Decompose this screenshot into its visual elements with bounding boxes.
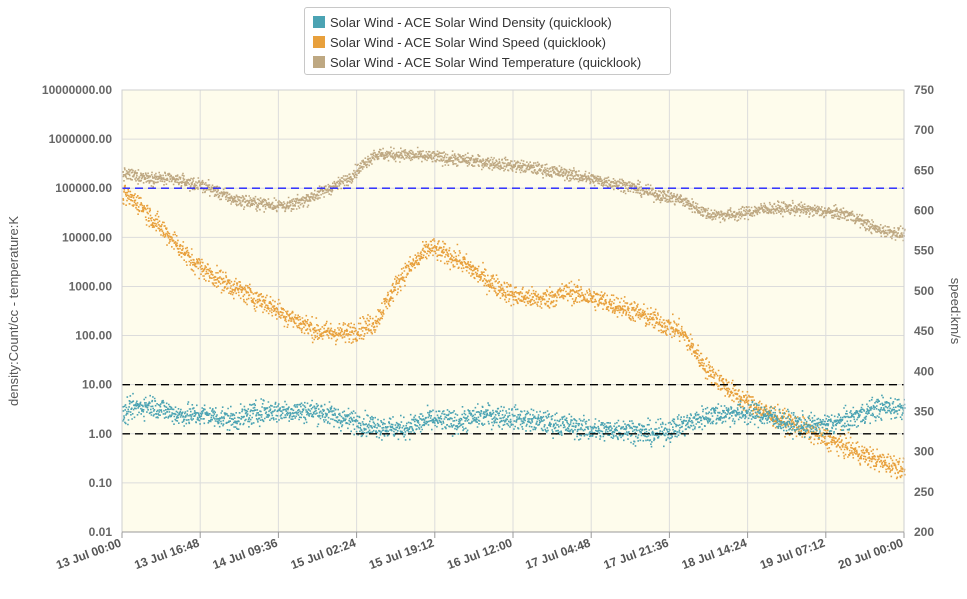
y-left-tick-label: 10000.00 bbox=[62, 230, 112, 244]
y-right-tick-label: 650 bbox=[914, 163, 934, 177]
chart-legend: Solar Wind - ACE Solar Wind Density (qui… bbox=[304, 7, 671, 75]
legend-swatch-speed bbox=[313, 36, 325, 48]
x-tick-label: 15 Jul 02:24 bbox=[289, 536, 358, 573]
y-right-tick-label: 750 bbox=[914, 83, 934, 97]
x-tick-label: 13 Jul 16:48 bbox=[132, 536, 201, 573]
y-left-tick-label: 1000.00 bbox=[69, 279, 113, 293]
y-right-tick-label: 500 bbox=[914, 284, 934, 298]
y-left-tick-label: 0.10 bbox=[89, 476, 113, 490]
x-tick-label: 20 Jul 00:00 bbox=[836, 536, 905, 573]
y-right-tick-label: 400 bbox=[914, 364, 934, 378]
x-tick-label: 15 Jul 19:12 bbox=[367, 536, 436, 573]
y-right-tick-label: 300 bbox=[914, 445, 934, 459]
legend-label-speed: Solar Wind - ACE Solar Wind Speed (quick… bbox=[330, 34, 607, 50]
series-points-temperature bbox=[122, 146, 906, 242]
y-left-tick-label: 0.01 bbox=[89, 525, 113, 539]
x-tick-label: 17 Jul 04:48 bbox=[523, 536, 592, 573]
y-left-tick-label: 10.00 bbox=[82, 378, 112, 392]
y-right-tick-label: 250 bbox=[914, 485, 934, 499]
reference-lines bbox=[122, 187, 904, 435]
x-tick-label: 16 Jul 12:00 bbox=[445, 536, 514, 573]
legend-item-temperature[interactable]: Solar Wind - ACE Solar Wind Temperature … bbox=[313, 52, 662, 72]
x-tick-label: 13 Jul 00:00 bbox=[54, 536, 123, 573]
y-right-tick-label: 700 bbox=[914, 123, 934, 137]
legend-item-density[interactable]: Solar Wind - ACE Solar Wind Density (qui… bbox=[313, 12, 662, 32]
y-left-tick-label: 1.00 bbox=[89, 427, 113, 441]
legend-label-density: Solar Wind - ACE Solar Wind Density (qui… bbox=[330, 14, 612, 30]
legend-item-speed[interactable]: Solar Wind - ACE Solar Wind Speed (quick… bbox=[313, 32, 662, 52]
x-tick-label: 17 Jul 21:36 bbox=[602, 536, 671, 573]
y-right-tick-label: 200 bbox=[914, 525, 934, 539]
y-axis-right-label: speed:km/s bbox=[948, 278, 963, 345]
y-right-tick-label: 450 bbox=[914, 324, 934, 338]
legend-label-temperature: Solar Wind - ACE Solar Wind Temperature … bbox=[330, 54, 642, 70]
y-left-tick-label: 100.00 bbox=[75, 329, 112, 343]
x-tick-label: 18 Jul 14:24 bbox=[680, 536, 749, 573]
data-points bbox=[122, 146, 906, 480]
y-right-tick-label: 550 bbox=[914, 244, 934, 258]
y-right-tick-label: 350 bbox=[914, 404, 934, 418]
series-points-density bbox=[122, 392, 906, 448]
x-tick-label: 14 Jul 09:36 bbox=[211, 536, 280, 573]
y-left-tick-label: 1000000.00 bbox=[49, 132, 113, 146]
x-tick-label: 19 Jul 07:12 bbox=[758, 536, 827, 573]
y-left-tick-label: 100000.00 bbox=[55, 181, 112, 195]
legend-swatch-temperature bbox=[313, 56, 325, 68]
y-axis-left-label: density:Count/cc - temperature:K bbox=[6, 216, 21, 406]
y-left-tick-label: 10000000.00 bbox=[42, 83, 112, 97]
y-right-tick-label: 600 bbox=[914, 204, 934, 218]
legend-swatch-density bbox=[313, 16, 325, 28]
